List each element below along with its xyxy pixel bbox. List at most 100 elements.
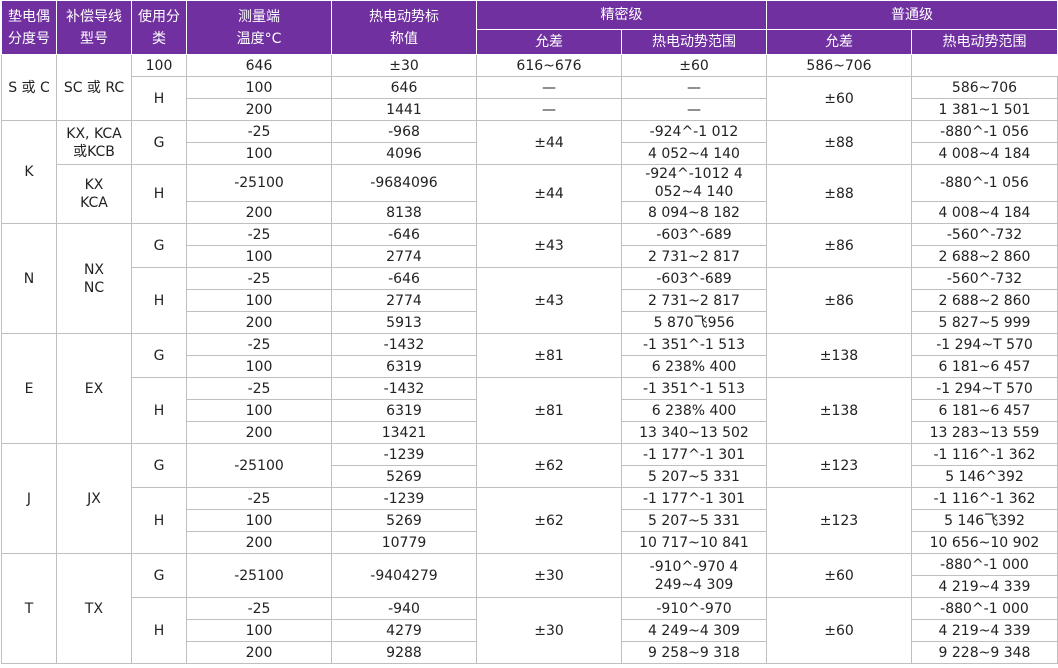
table-row: 100 5269 5 207~5 331 5 146飞392 xyxy=(2,509,1058,532)
cell-normal-tolerance: ±86 xyxy=(766,223,912,268)
header-line: 使用分 xyxy=(138,8,180,25)
cell-usage-class: G xyxy=(131,333,187,378)
cell-nominal-emf: -1432 xyxy=(331,333,477,356)
cell-line: 249~4 309 xyxy=(654,576,734,593)
cell-precision-emf-range: 8 094~8 182 xyxy=(621,201,767,224)
header-precision-tolerance: 允差 xyxy=(476,29,622,55)
cell-precision-emf-range: 10 717~10 841 xyxy=(621,531,767,554)
table-row: K KX, KCA 或KCB G -25 -968 ±44 -924^-1 012 ±88 -88… xyxy=(1,120,1058,224)
cell-normal-emf-range: -1 294~T 570 xyxy=(911,333,1058,356)
cell-usage-class: H xyxy=(131,164,187,224)
cell-normal-emf-range: -880^-1 056 xyxy=(911,120,1058,143)
cell-usage-class: H xyxy=(131,487,187,554)
cell-usage-class: H xyxy=(131,377,187,444)
cell-normal-emf-range: 5 827~5 999 xyxy=(911,311,1058,334)
cell-precision-emf-range: -1 351^-1 513 xyxy=(621,377,767,400)
cell-precision-tolerance: ±30 xyxy=(476,597,622,664)
table-header: 垫电偶 分度号 补偿导线 型号 使用分 类 测量端 温度°C 热电动势标 称值 … xyxy=(1,0,1058,55)
cell-precision-emf-range: 4 249~4 309 xyxy=(621,619,767,642)
table-row: S 或 C SC 或 RC 100 646 ±30 616~676 ±60 586~706 xyxy=(1,54,1058,121)
table-row: 200 1441— —1 381~1 501 xyxy=(2,98,1058,121)
cell-measuring-temperature: 100 xyxy=(186,245,332,268)
cell-nominal-emf: 4096 xyxy=(331,142,477,165)
table-row: 100 6319 6 238% 400 6 181~6 457 xyxy=(2,355,1058,378)
cell-measuring-temperature: -25 xyxy=(186,120,332,143)
cell-normal-emf-range: 4 008~4 184 xyxy=(911,201,1058,224)
cell-measuring-temperature: 100 xyxy=(186,399,332,422)
cell-nominal-emf: 6319 xyxy=(331,355,477,378)
cell-precision-emf-range: 5 207~5 331 xyxy=(621,509,767,532)
cell-normal-tolerance: ±123 xyxy=(766,443,912,488)
cell-nominal-emf: 5913 xyxy=(331,311,477,334)
cell-nominal-emf: -646 xyxy=(331,267,477,290)
cell-normal-tolerance: ±60 xyxy=(766,597,912,664)
cell-compensating-wire-type: EX xyxy=(56,333,132,444)
cell-precision-emf-range: — xyxy=(621,76,767,99)
cell-precision-tolerance: ±43 xyxy=(476,223,622,268)
cell-precision-tolerance: ±30 xyxy=(331,54,477,77)
cell-precision-emf-range: -910^-970 xyxy=(621,597,767,620)
cell-nominal-emf: 5269 xyxy=(331,509,477,532)
cell-normal-emf-range: 2 688~2 860 xyxy=(911,245,1058,268)
cell-normal-emf-range: -880^-1 056 xyxy=(911,164,1058,202)
cell-measuring-temperature: -25 xyxy=(186,223,332,246)
cell-normal-emf-range: 10 656~10 902 xyxy=(911,531,1058,554)
cell-normal-emf-range: -1 116^-1 362 xyxy=(911,443,1058,466)
cell-precision-tolerance: ±44 xyxy=(476,120,622,165)
cell-normal-tolerance: ±86 xyxy=(766,267,912,334)
cell-normal-emf-range: -1 116^-1 362 xyxy=(911,487,1058,510)
cell-precision-tolerance: ±81 xyxy=(476,377,622,444)
cell-measuring-temperature: 100 xyxy=(186,619,332,642)
header-nominal-emf: 热电动势标 称值 xyxy=(331,0,477,55)
cell-thermocouple-index: E xyxy=(1,333,57,444)
cell-measuring-temperature: 100 xyxy=(186,142,332,165)
header-line: 补偿导线 xyxy=(66,8,122,25)
cell-line: -924^-1012 4 xyxy=(645,166,743,182)
cell-measuring-temperature: -25 xyxy=(186,597,332,620)
cell-measuring-temperature: -25100 xyxy=(186,553,332,598)
table-row: 100 6319 6 238% 400 6 181~6 457 xyxy=(2,399,1058,422)
cell-nominal-emf: 6319 xyxy=(331,399,477,422)
cell-precision-emf-range: 6 238% 400 xyxy=(621,355,767,378)
cell-nominal-emf: 9288 xyxy=(331,641,477,664)
cell-compensating-wire-type: KX, KCA 或KCB xyxy=(56,120,132,165)
cell-nominal-emf: 10779 xyxy=(331,531,477,554)
cell-nominal-emf: -968 xyxy=(331,120,477,143)
header-measuring-temperature: 测量端 温度°C xyxy=(186,0,332,55)
table-row: 200 5913 5 870飞956 5 827~5 999 xyxy=(2,311,1058,334)
cell-normal-tolerance: ±88 xyxy=(766,164,912,224)
cell-usage-class: H xyxy=(131,597,187,664)
header-row-2: 允差 热电动势范围 允差 热电动势范围 xyxy=(2,29,1058,55)
cell-nominal-emf: 1441 xyxy=(331,98,477,121)
table-row: 5269 5 207~5 331 5 146^392 xyxy=(2,465,1058,488)
cell-precision-emf-range: 13 340~13 502 xyxy=(621,421,767,444)
cell-nominal-emf: -9404279 xyxy=(331,553,477,598)
header-usage-class: 使用分 类 xyxy=(131,0,187,55)
cell-precision-emf-range: 6 238% 400 xyxy=(621,399,767,422)
cell-line: KCA xyxy=(80,195,108,211)
cell-line: -910^-970 4 xyxy=(649,558,739,575)
cell-normal-emf-range: -560^-732 xyxy=(911,223,1058,246)
cell-precision-emf-range: 5 870飞956 xyxy=(621,311,767,334)
cell-precision-emf-range: -910^-970 4 249~4 309 xyxy=(621,553,767,598)
cell-usage-class: G xyxy=(131,120,187,165)
header-line: 类 xyxy=(152,30,166,47)
header-line: 称值 xyxy=(390,30,418,47)
cell-normal-tolerance: ±138 xyxy=(766,377,912,444)
cell-normal-emf-range: 13 283~13 559 xyxy=(911,421,1058,444)
cell-measuring-temperature: -25 xyxy=(186,377,332,400)
cell-precision-emf-range: 5 207~5 331 xyxy=(621,465,767,488)
cell-nominal-emf: -1239 xyxy=(331,487,477,510)
cell-nominal-emf: 646 xyxy=(331,76,477,99)
cell-measuring-temperature: -25 xyxy=(186,333,332,356)
cell-line: KX, KCA xyxy=(66,125,122,142)
header-line: 温度°C xyxy=(236,30,282,47)
cell-normal-emf-range: -880^-1 000 xyxy=(911,553,1058,576)
table-row: H -25 -940 ±30 -910^-970 ±60 -880^-1 000 xyxy=(2,597,1058,664)
table-row: H -25 -1432 ±81 -1 351^-1 513 ±138 -1 294~T 57… xyxy=(2,377,1058,444)
table-row: J JX G -25100 -1239 ±62 -1 177^-1 301 ±123 -1 11… xyxy=(1,443,1058,554)
cell-measuring-temperature: -25 xyxy=(186,267,332,290)
cell-nominal-emf: 4279 xyxy=(331,619,477,642)
cell-nominal-emf: -1432 xyxy=(331,377,477,400)
table-row: 100 2774 2 731~2 817 2 688~2 860 xyxy=(2,289,1058,312)
